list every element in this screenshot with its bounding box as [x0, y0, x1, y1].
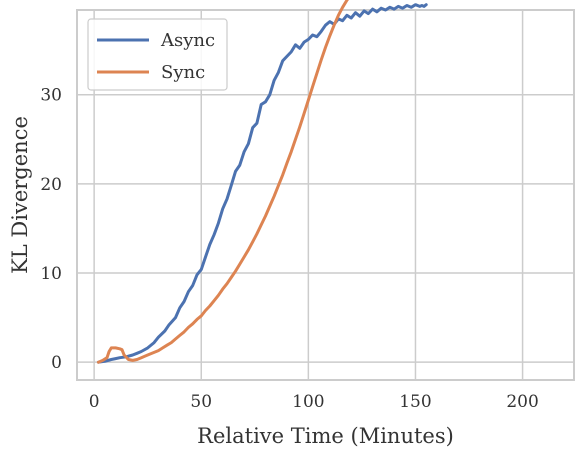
y-tick-label: 20 — [40, 175, 62, 195]
x-axis-title: Relative Time (Minutes) — [197, 424, 454, 448]
x-tick-label: 50 — [190, 392, 212, 412]
x-tick-label: 150 — [399, 392, 431, 412]
y-tick-label: 0 — [51, 353, 62, 373]
tick-labels: 0 50 100 150 200 0 10 20 30 — [40, 86, 538, 412]
x-tick-label: 0 — [89, 392, 100, 412]
y-axis-title: KL Divergence — [8, 116, 32, 274]
series-line-async — [96, 3, 428, 364]
legend-label-async: Async — [160, 30, 215, 51]
x-tick-label: 200 — [506, 392, 538, 412]
x-tick-label: 100 — [292, 392, 324, 412]
y-tick-label: 30 — [40, 86, 62, 106]
series-line-sync — [96, 0, 349, 364]
legend-label-sync: Sync — [161, 62, 205, 83]
legend: Async Sync — [87, 18, 228, 91]
plot-frame — [76, 9, 575, 381]
series-lines — [96, 0, 428, 364]
y-tick-label: 10 — [40, 264, 62, 284]
